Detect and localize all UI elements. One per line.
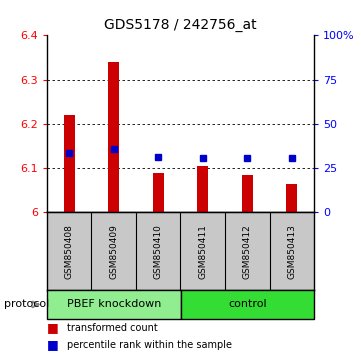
Text: GSM850408: GSM850408 — [65, 224, 74, 279]
Text: GSM850409: GSM850409 — [109, 224, 118, 279]
Bar — [64, 115, 75, 212]
Text: protocol: protocol — [4, 299, 49, 309]
Text: ■: ■ — [47, 338, 59, 351]
Text: percentile rank within the sample: percentile rank within the sample — [67, 340, 232, 350]
Text: PBEF knockdown: PBEF knockdown — [66, 299, 161, 309]
Title: GDS5178 / 242756_at: GDS5178 / 242756_at — [104, 18, 257, 32]
Bar — [242, 175, 253, 212]
Bar — [153, 172, 164, 212]
Bar — [286, 184, 297, 212]
Text: GSM850411: GSM850411 — [198, 224, 207, 279]
Bar — [108, 62, 119, 212]
Text: GSM850412: GSM850412 — [243, 224, 252, 279]
Text: GSM850413: GSM850413 — [287, 224, 296, 279]
Text: transformed count: transformed count — [67, 322, 157, 332]
Text: GSM850410: GSM850410 — [154, 224, 163, 279]
Bar — [47, 290, 180, 319]
Text: ■: ■ — [47, 321, 59, 334]
Text: control: control — [228, 299, 266, 309]
Bar — [197, 166, 208, 212]
Bar — [180, 290, 314, 319]
